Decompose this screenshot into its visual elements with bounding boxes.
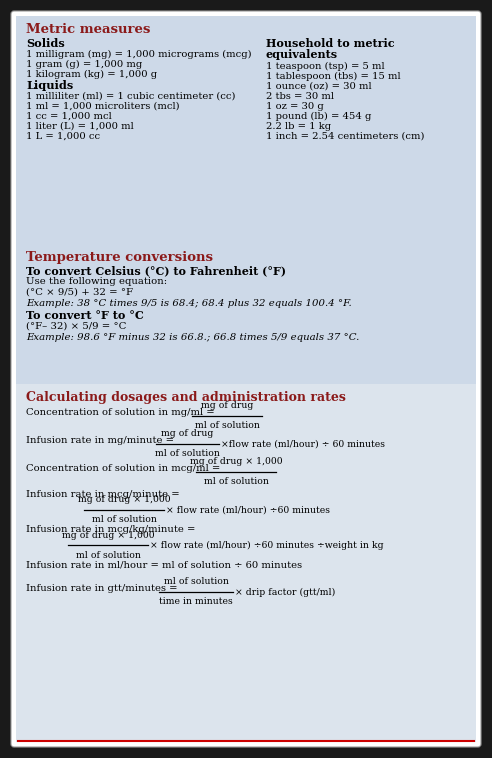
Text: 1 pound (lb) = 454 g: 1 pound (lb) = 454 g <box>266 112 371 121</box>
Text: Infusion rate in gtt/minutes =: Infusion rate in gtt/minutes = <box>26 584 178 593</box>
Text: × flow rate (ml/hour) ÷60 minutes: × flow rate (ml/hour) ÷60 minutes <box>166 506 330 515</box>
Text: Metric measures: Metric measures <box>26 23 151 36</box>
Text: ×flow rate (ml/hour) ÷ 60 minutes: ×flow rate (ml/hour) ÷ 60 minutes <box>221 440 385 449</box>
Text: time in minutes: time in minutes <box>159 597 233 606</box>
Text: 1 teaspoon (tsp) = 5 ml: 1 teaspoon (tsp) = 5 ml <box>266 62 385 71</box>
Text: Concentration of solution in mg/ml =: Concentration of solution in mg/ml = <box>26 408 215 417</box>
Text: equivalents: equivalents <box>266 49 338 60</box>
Text: ml of solution: ml of solution <box>76 550 140 559</box>
Text: mg of drug: mg of drug <box>201 402 253 411</box>
Text: To convert Celsius (°C) to Fahrenheit (°F): To convert Celsius (°C) to Fahrenheit (°… <box>26 265 286 276</box>
Text: Concentration of solution in mcg/ml =: Concentration of solution in mcg/ml = <box>26 464 220 473</box>
Text: (°C × 9/5) + 32 = °F: (°C × 9/5) + 32 = °F <box>26 288 133 297</box>
Text: 1 liter (L) = 1,000 ml: 1 liter (L) = 1,000 ml <box>26 122 134 131</box>
Text: Infusion rate in ml/hour = ml of solution ÷ 60 minutes: Infusion rate in ml/hour = ml of solutio… <box>26 560 302 569</box>
FancyBboxPatch shape <box>16 244 476 384</box>
FancyBboxPatch shape <box>16 16 476 244</box>
Text: Solids: Solids <box>26 38 65 49</box>
Text: Liquids: Liquids <box>26 80 73 91</box>
Text: 2 tbs = 30 ml: 2 tbs = 30 ml <box>266 92 334 101</box>
Text: 2.2 lb = 1 kg: 2.2 lb = 1 kg <box>266 122 331 131</box>
Text: 1 cc = 1,000 mcl: 1 cc = 1,000 mcl <box>26 112 112 121</box>
FancyBboxPatch shape <box>16 384 476 742</box>
Text: ml of solution: ml of solution <box>155 449 220 459</box>
Text: 1 ml = 1,000 microliters (mcl): 1 ml = 1,000 microliters (mcl) <box>26 102 180 111</box>
Text: 1 tablespoon (tbs) = 15 ml: 1 tablespoon (tbs) = 15 ml <box>266 72 400 81</box>
Text: ml of solution: ml of solution <box>204 478 269 487</box>
Text: mg of drug × 1,000: mg of drug × 1,000 <box>62 531 154 540</box>
Text: × drip factor (gtt/ml): × drip factor (gtt/ml) <box>235 587 336 597</box>
Text: Infusion rate in mg/minute =: Infusion rate in mg/minute = <box>26 436 174 445</box>
Text: Calculating dosages and administration rates: Calculating dosages and administration r… <box>26 391 346 404</box>
Text: 1 kilogram (kg) = 1,000 g: 1 kilogram (kg) = 1,000 g <box>26 70 157 79</box>
Text: mg of drug × 1,000: mg of drug × 1,000 <box>190 458 282 466</box>
Text: ml of solution: ml of solution <box>194 421 259 431</box>
Text: 1 ounce (oz) = 30 ml: 1 ounce (oz) = 30 ml <box>266 82 371 91</box>
Text: Example: 98.6 °F minus 32 is 66.8.; 66.8 times 5/9 equals 37 °C.: Example: 98.6 °F minus 32 is 66.8.; 66.8… <box>26 333 359 342</box>
Text: (°F– 32) × 5/9 = °C: (°F– 32) × 5/9 = °C <box>26 322 126 331</box>
Text: Temperature conversions: Temperature conversions <box>26 251 213 264</box>
Text: 1 L = 1,000 cc: 1 L = 1,000 cc <box>26 132 100 141</box>
Text: 1 milligram (mg) = 1,000 micrograms (mcg): 1 milligram (mg) = 1,000 micrograms (mcg… <box>26 50 251 59</box>
Text: 1 inch = 2.54 centimeters (cm): 1 inch = 2.54 centimeters (cm) <box>266 132 425 141</box>
Text: 1 milliliter (ml) = 1 cubic centimeter (cc): 1 milliliter (ml) = 1 cubic centimeter (… <box>26 92 236 101</box>
Text: ml of solution: ml of solution <box>92 515 156 525</box>
Text: 1 oz = 30 g: 1 oz = 30 g <box>266 102 324 111</box>
Text: ml of solution: ml of solution <box>163 578 228 587</box>
Text: Infusion rate in mcg/kg/minute =: Infusion rate in mcg/kg/minute = <box>26 525 195 534</box>
Text: Infusion rate in mcg/minute =: Infusion rate in mcg/minute = <box>26 490 180 499</box>
Text: mg of drug: mg of drug <box>161 430 214 438</box>
Text: Household to metric: Household to metric <box>266 38 395 49</box>
Text: 1 gram (g) = 1,000 mg: 1 gram (g) = 1,000 mg <box>26 60 142 69</box>
Text: × flow rate (ml/hour) ÷60 minutes ÷weight in kg: × flow rate (ml/hour) ÷60 minutes ÷weigh… <box>150 540 384 550</box>
Text: mg of drug × 1,000: mg of drug × 1,000 <box>78 496 170 505</box>
FancyBboxPatch shape <box>11 11 481 747</box>
Text: To convert °F to °C: To convert °F to °C <box>26 310 144 321</box>
Text: Example: 38 °C times 9/5 is 68.4; 68.4 plus 32 equals 100.4 °F.: Example: 38 °C times 9/5 is 68.4; 68.4 p… <box>26 299 352 308</box>
Text: Use the following equation:: Use the following equation: <box>26 277 167 286</box>
